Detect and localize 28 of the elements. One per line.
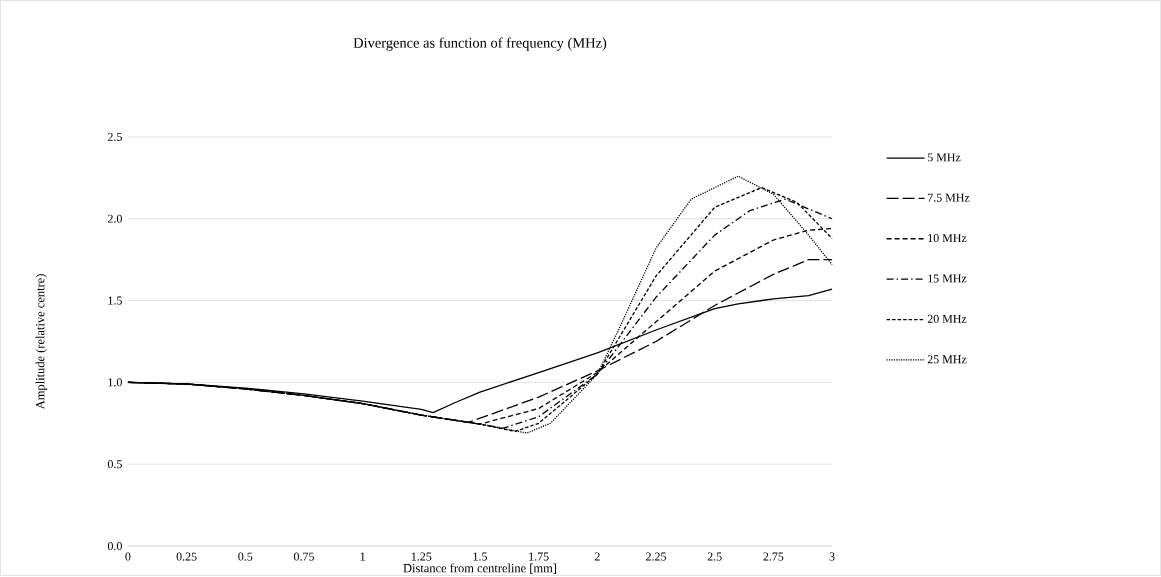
x-tick-label: 2.5 (707, 552, 722, 561)
x-tick-label: 0.5 (238, 552, 253, 561)
y-tick-label: 0.5 (107, 460, 122, 469)
x-tick-label: 3 (829, 552, 835, 561)
x-tick-label: 0 (125, 552, 131, 561)
legend-label: 20 MHz (927, 314, 967, 323)
legend-label: 25 MHz (927, 355, 967, 364)
x-tick-label: 1 (360, 552, 365, 561)
x-tick-label: 0.25 (176, 552, 197, 561)
chart-title: Divergence as function of frequency (MHz) (353, 37, 607, 51)
legend-label: 10 MHz (928, 233, 967, 242)
legend-label: 5 MHz (927, 153, 961, 162)
y-axis-title: Amplitude (relative centre) (35, 274, 47, 409)
x-axis-title: Distance from centreline [mm] (403, 563, 557, 574)
x-tick-label: 2.25 (646, 552, 667, 561)
x-tick-label: 1.5 (473, 552, 487, 561)
y-tick-label: 1.0 (108, 378, 122, 387)
x-tick-label: 1.25 (411, 552, 432, 561)
legend-label: 7.5 MHz (928, 193, 970, 202)
y-tick-label: 2.0 (107, 214, 122, 223)
y-tick-label: 1.5 (108, 296, 122, 305)
x-tick-label: 2 (594, 552, 600, 561)
x-tick-label: 0.75 (293, 552, 314, 561)
x-tick-label: 2.75 (763, 552, 784, 561)
x-tick-label: 1.75 (529, 552, 549, 561)
y-tick-label: 0.0 (107, 541, 122, 550)
y-tick-label: 2.5 (107, 132, 122, 141)
legend-label: 15 MHz (928, 274, 967, 283)
